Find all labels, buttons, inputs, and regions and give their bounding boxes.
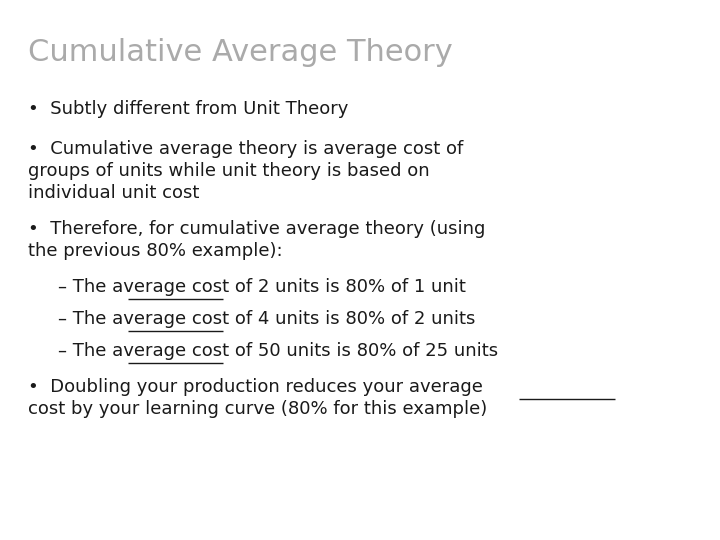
- Text: •  Therefore, for cumulative average theory (using: • Therefore, for cumulative average theo…: [28, 220, 485, 238]
- Text: – The average cost of 4 units is 80% of 2 units: – The average cost of 4 units is 80% of …: [58, 310, 475, 328]
- Text: cost by your learning curve (80% for this example): cost by your learning curve (80% for thi…: [28, 400, 487, 418]
- Text: •  Cumulative average theory is average cost of: • Cumulative average theory is average c…: [28, 140, 463, 158]
- Text: – The average cost of 2 units is 80% of 1 unit: – The average cost of 2 units is 80% of …: [58, 278, 466, 296]
- Text: •  Subtly different from Unit Theory: • Subtly different from Unit Theory: [28, 100, 348, 118]
- Text: Cumulative Average Theory: Cumulative Average Theory: [28, 38, 453, 67]
- Text: the previous 80% example):: the previous 80% example):: [28, 242, 283, 260]
- Text: groups of units while unit theory is based on: groups of units while unit theory is bas…: [28, 162, 430, 180]
- Text: – The average cost of 50 units is 80% of 25 units: – The average cost of 50 units is 80% of…: [58, 342, 498, 360]
- Text: •  Doubling your production reduces your average: • Doubling your production reduces your …: [28, 378, 483, 396]
- Text: individual unit cost: individual unit cost: [28, 184, 199, 202]
